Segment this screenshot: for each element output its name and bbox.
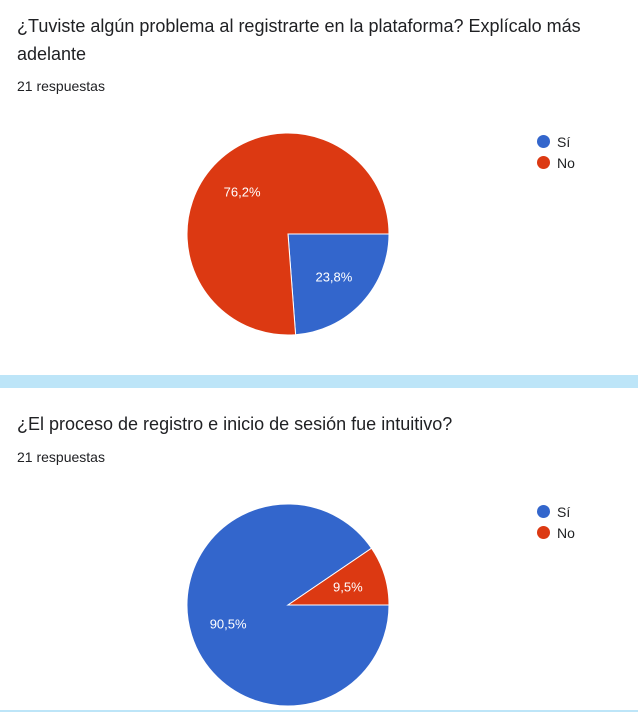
question-card-2: ¿El proceso de registro e inicio de sesi… [0,388,638,710]
legend-swatch-si [537,135,550,148]
slice-percentage-label: 90,5% [210,616,247,631]
slice-percentage-label: 76,2% [224,184,261,199]
pie-slice-no[interactable] [286,547,390,606]
question-title: ¿El proceso de registro e inicio de sesi… [17,414,453,434]
legend-swatch-no [537,526,550,539]
legend-label: Sí [557,503,571,520]
section-separator [0,375,638,388]
legend-label: No [557,154,575,171]
legend-item-si[interactable]: Sí [537,501,575,522]
section-separator [0,710,638,712]
pie-chart: 23,8% 76,2% [186,132,390,336]
pie-slice-si[interactable] [287,233,390,336]
legend-swatch-si [537,505,550,518]
legend: Sí No [537,131,575,173]
response-count: 21 respuestas [17,78,105,94]
slice-percentage-label: 23,8% [315,270,352,285]
legend-item-no[interactable]: No [537,522,575,543]
response-count: 21 respuestas [17,449,105,465]
question-card-1: ¿Tuviste algún problema al registrarte e… [17,16,581,336]
legend-swatch-no [537,156,550,169]
question-title: ¿Tuviste algún problema al registrarte e… [17,16,581,64]
legend-item-no[interactable]: No [537,152,575,173]
pie-slice-no[interactable] [186,132,390,336]
legend-label: No [557,524,575,541]
legend: Sí No [537,501,575,543]
pie-chart: 90,5% 9,5% [186,503,390,707]
legend-item-si[interactable]: Sí [537,131,575,152]
slice-percentage-label: 9,5% [333,580,363,595]
legend-label: Sí [557,133,571,150]
